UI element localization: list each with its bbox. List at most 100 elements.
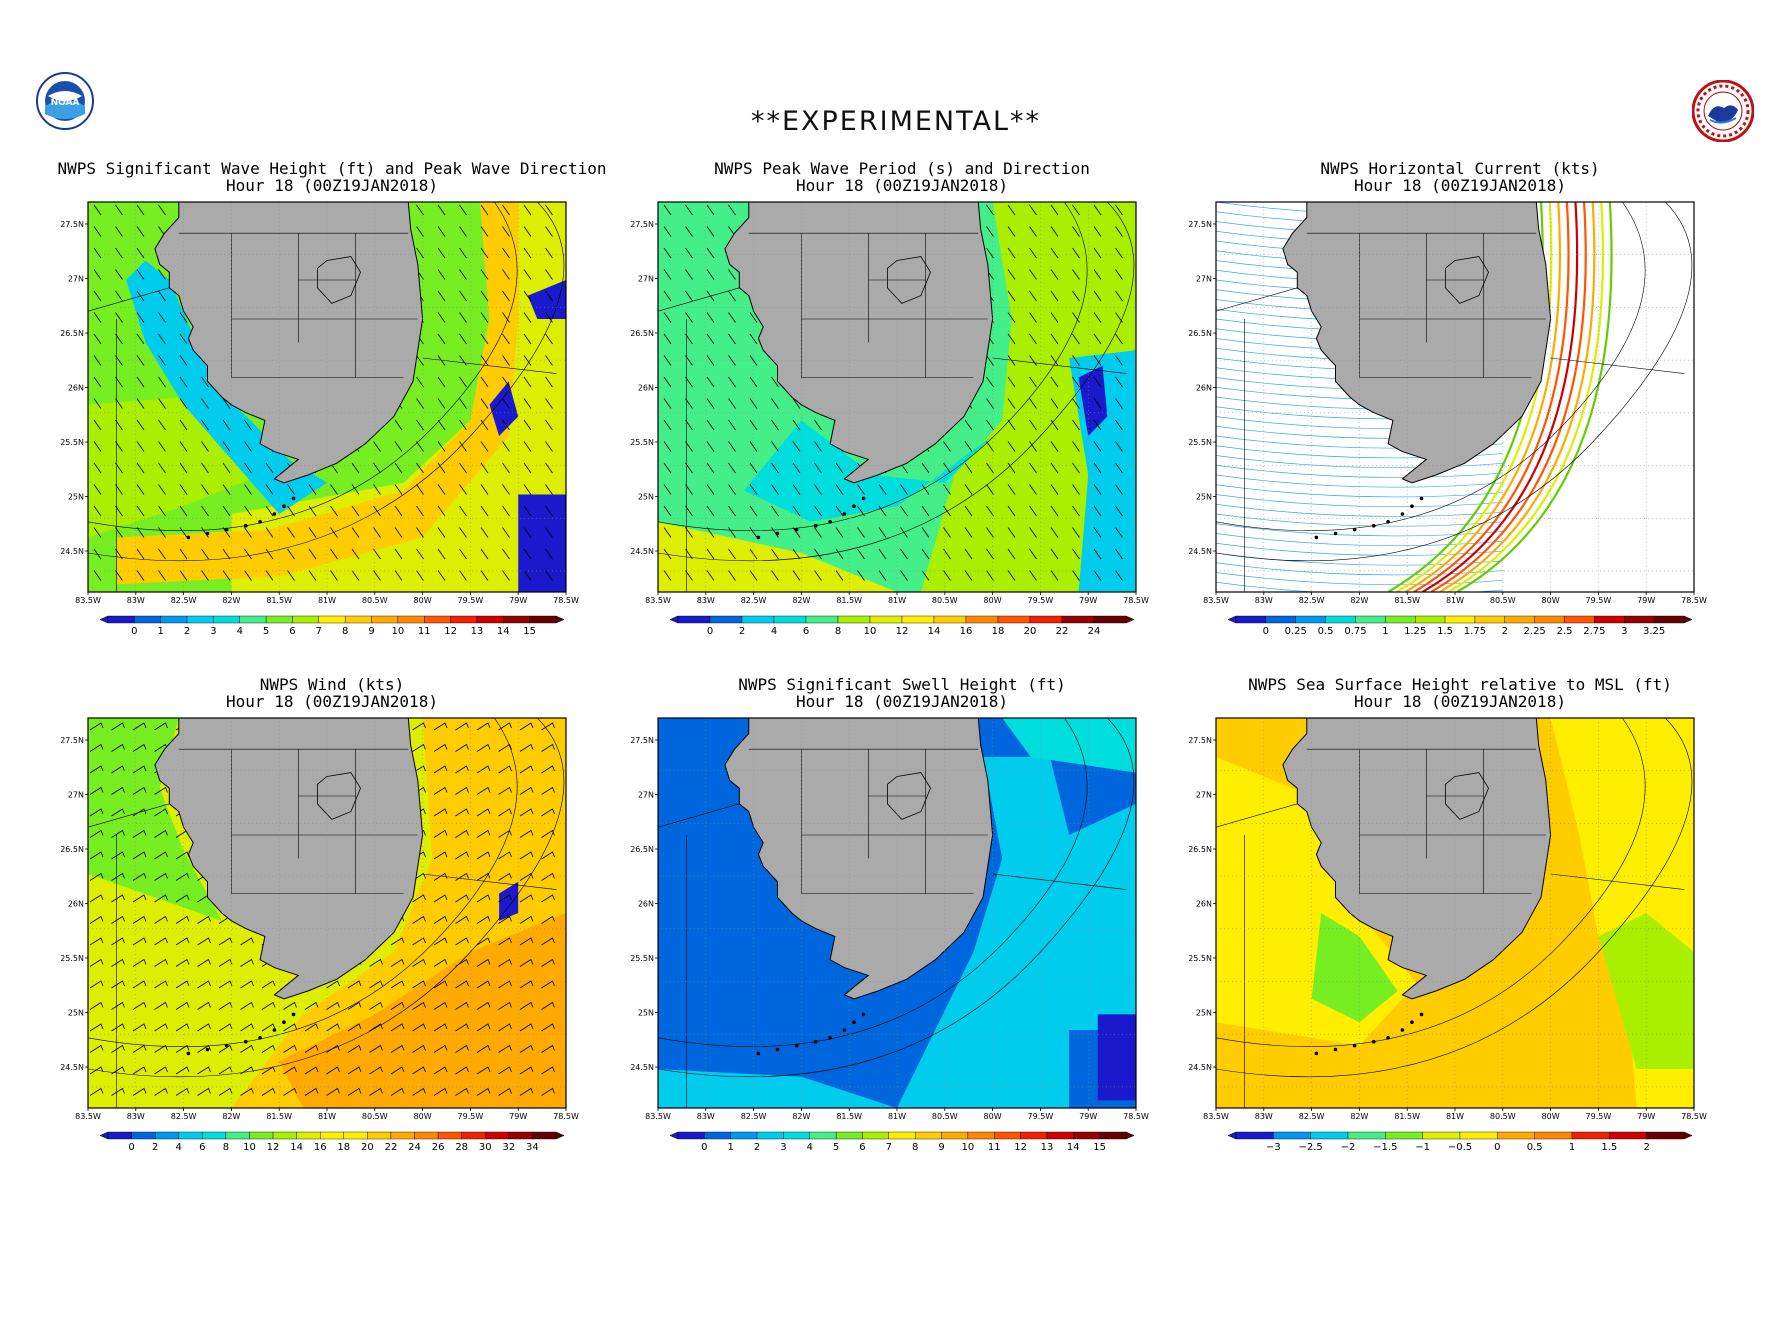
lon-tick-label: 82W [792,1112,810,1121]
lat-tick-label: 27.5N [1188,220,1212,229]
lon-tick-label: 81W [1446,1112,1464,1121]
colorbar-label: 0.5 [1318,626,1334,637]
lon-tick-label: 81.5W [836,1112,862,1121]
lon-tick-label: 78.5W [1681,596,1707,605]
colorbar-high-arrow [1683,615,1693,624]
colorbar-low-arrow [99,615,109,624]
colorbar-swatch [371,615,399,624]
colorbar-label: 11 [418,626,431,637]
colorbar-label: 22 [1056,626,1069,637]
colorbar-high-arrow [1125,615,1135,624]
colorbar-swatch [1093,615,1127,624]
lon-tick-label: 79.5W [1028,1112,1054,1121]
panel-wind: NWPS Wind (kts) Hour 18 (00Z19JAN2018) 2… [52,676,612,1176]
colorbar-high-arrow [555,1131,565,1140]
colorbar-label: 10 [864,626,877,637]
panel-title: NWPS Significant Wave Height (ft) and Pe… [57,159,607,195]
colorbar-swatch [532,1131,557,1140]
lon-tick-label: 82.5W [171,596,197,605]
panel-current: NWPS Horizontal Current (kts) Hour 18 (0… [1180,160,1740,660]
colorbar-label: 10 [392,626,405,637]
lon-tick-label: 82W [1350,1112,1368,1121]
lon-tick-label: 83W [1255,1112,1273,1121]
noaa-logo: NOAA [36,72,94,130]
lon-tick-label: 82.5W [171,1112,197,1121]
colorbar-swatch [461,1131,486,1140]
colorbar-label: 9 [368,626,374,637]
colorbar-swatch [508,1131,533,1140]
colorbar-swatch [178,1131,203,1140]
wave-height-map: 27.5N 27N 26.5N 26N 25.5N 25N 24.5N 83.5W 83W 82.… [60,201,579,637]
lat-tick-label: 26N [68,384,84,393]
lat-tick-label: 27N [68,275,84,284]
colorbar-label: 4 [237,626,243,637]
lat-tick-label: 27.5N [60,220,84,229]
colorbar-swatch [131,1131,156,1140]
colorbar-label: 18 [337,1142,350,1153]
lon-tick-label: 82W [222,1112,240,1121]
lon-tick-label: 80.5W [362,1112,388,1121]
lon-tick-label: 81.5W [1394,596,1420,605]
colorbar-swatch [1594,615,1625,624]
colorbar-swatch [320,1131,344,1140]
colorbar-label: −1.5 [1373,1142,1397,1153]
lon-tick-label: 80.5W [362,596,388,605]
lat-tick-label: 26.5N [630,845,654,854]
colorbar-label: 10 [962,1142,975,1153]
lat-tick-label: 26.5N [60,329,84,338]
panel-wave-height: NWPS Significant Wave Height (ft) and Pe… [52,160,612,660]
colorbar-swatch [1265,615,1296,624]
colorbar-swatch [1273,1131,1311,1140]
colorbar-label: 34 [526,1142,539,1153]
lat-tick-label: 25N [1196,493,1212,502]
colorbar-swatch [1347,1131,1386,1140]
colorbar-swatch [367,1131,392,1140]
colorbar-swatch [485,1131,510,1140]
colorbar-label: 2.25 [1524,626,1546,637]
lon-tick-label: 81W [888,1112,906,1121]
colorbar-label: 6 [803,626,809,637]
lon-tick-label: 81.5W [266,1112,292,1121]
lon-tick-label: 83.5W [1203,596,1229,605]
colorbar-swatch [704,1131,731,1140]
colorbar-label: 4 [807,1142,813,1153]
colorbar-label: 6 [859,1142,865,1153]
colorbar-swatch [1385,1131,1423,1140]
colorbar-swatch [888,1131,916,1140]
colorbar-label: 1 [728,1142,734,1153]
nws-logo-icon [1692,80,1754,142]
colorbar-swatch [1414,615,1446,624]
colorbar-label: 4 [176,1142,182,1153]
panel-title: NWPS Wind (kts) Hour 18 (00Z19JAN2018) [226,675,438,711]
colorbar-label: 28 [455,1142,468,1153]
lon-tick-label: 83.5W [1203,1112,1229,1121]
panel-wave-period: NWPS Peak Wave Period (s) and Direction … [622,160,1182,660]
lon-tick-label: 83W [697,596,715,605]
colorbar-label: −0.5 [1448,1142,1472,1153]
lat-tick-label: 27N [1196,791,1212,800]
colorbar-swatch [837,615,871,624]
colorbar-label: 0 [1263,626,1269,637]
colorbar-swatch [202,1131,227,1140]
colorbar-low-arrow [1227,1131,1237,1140]
colorbar-swatch [730,1131,758,1140]
colorbar-swatch [1534,615,1565,624]
colorbar-label: 0 [1494,1142,1500,1153]
lat-tick-label: 24.5N [630,1063,654,1072]
colorbar-label: 0 [131,626,137,637]
map-field [658,202,1136,592]
lon-tick-label: 83W [127,596,145,605]
colorbar-swatch [965,615,999,624]
colorbar-swatch [1295,615,1326,624]
lon-tick-label: 78.5W [1681,1112,1707,1121]
colorbar-label: 2 [184,626,190,637]
lat-tick-label: 26N [638,384,654,393]
colorbar-label: 8 [342,626,348,637]
colorbar-swatch [1624,615,1655,624]
colorbar-swatch [756,1131,784,1140]
colorbar-swatch [1061,615,1095,624]
lon-tick-label: 79W [1637,1112,1655,1121]
colorbar-label: 1.5 [1601,1142,1617,1153]
colorbar-label: 14 [290,1142,303,1153]
lat-tick-label: 26N [638,900,654,909]
